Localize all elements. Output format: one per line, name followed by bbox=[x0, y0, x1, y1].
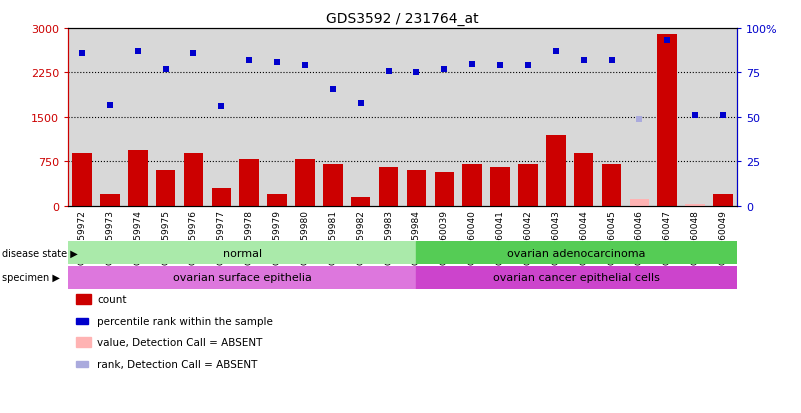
Text: specimen ▶: specimen ▶ bbox=[2, 273, 59, 283]
Text: normal: normal bbox=[223, 248, 262, 258]
Bar bbox=[128, 150, 147, 206]
Bar bbox=[268, 195, 287, 206]
Bar bbox=[435, 172, 454, 206]
Bar bbox=[630, 199, 649, 206]
Bar bbox=[156, 171, 175, 206]
Text: count: count bbox=[97, 294, 127, 304]
Text: ovarian surface epithelia: ovarian surface epithelia bbox=[173, 273, 312, 283]
Bar bbox=[658, 35, 677, 206]
Text: ovarian adenocarcinoma: ovarian adenocarcinoma bbox=[507, 248, 646, 258]
Bar bbox=[68, 242, 417, 264]
Bar bbox=[417, 242, 737, 264]
Bar bbox=[100, 195, 119, 206]
Text: value, Detection Call = ABSENT: value, Detection Call = ABSENT bbox=[97, 337, 262, 347]
Bar bbox=[323, 165, 343, 206]
Bar bbox=[296, 159, 315, 206]
Bar bbox=[351, 197, 370, 206]
Text: rank, Detection Call = ABSENT: rank, Detection Call = ABSENT bbox=[97, 359, 257, 369]
Bar bbox=[686, 204, 705, 206]
Bar bbox=[602, 165, 622, 206]
Bar bbox=[72, 153, 92, 206]
Bar bbox=[713, 195, 733, 206]
Bar bbox=[407, 171, 426, 206]
Bar bbox=[68, 266, 417, 289]
Bar bbox=[211, 189, 231, 206]
Bar bbox=[490, 168, 509, 206]
Bar bbox=[239, 159, 259, 206]
Bar bbox=[574, 153, 594, 206]
Bar bbox=[379, 168, 398, 206]
Text: disease state ▶: disease state ▶ bbox=[2, 248, 78, 258]
Bar bbox=[462, 165, 482, 206]
Bar bbox=[518, 165, 537, 206]
Text: GDS3592 / 231764_at: GDS3592 / 231764_at bbox=[326, 12, 479, 26]
Bar bbox=[183, 153, 203, 206]
Text: percentile rank within the sample: percentile rank within the sample bbox=[97, 316, 273, 326]
Text: ovarian cancer epithelial cells: ovarian cancer epithelial cells bbox=[493, 273, 660, 283]
Bar bbox=[417, 266, 737, 289]
Bar bbox=[546, 135, 566, 206]
